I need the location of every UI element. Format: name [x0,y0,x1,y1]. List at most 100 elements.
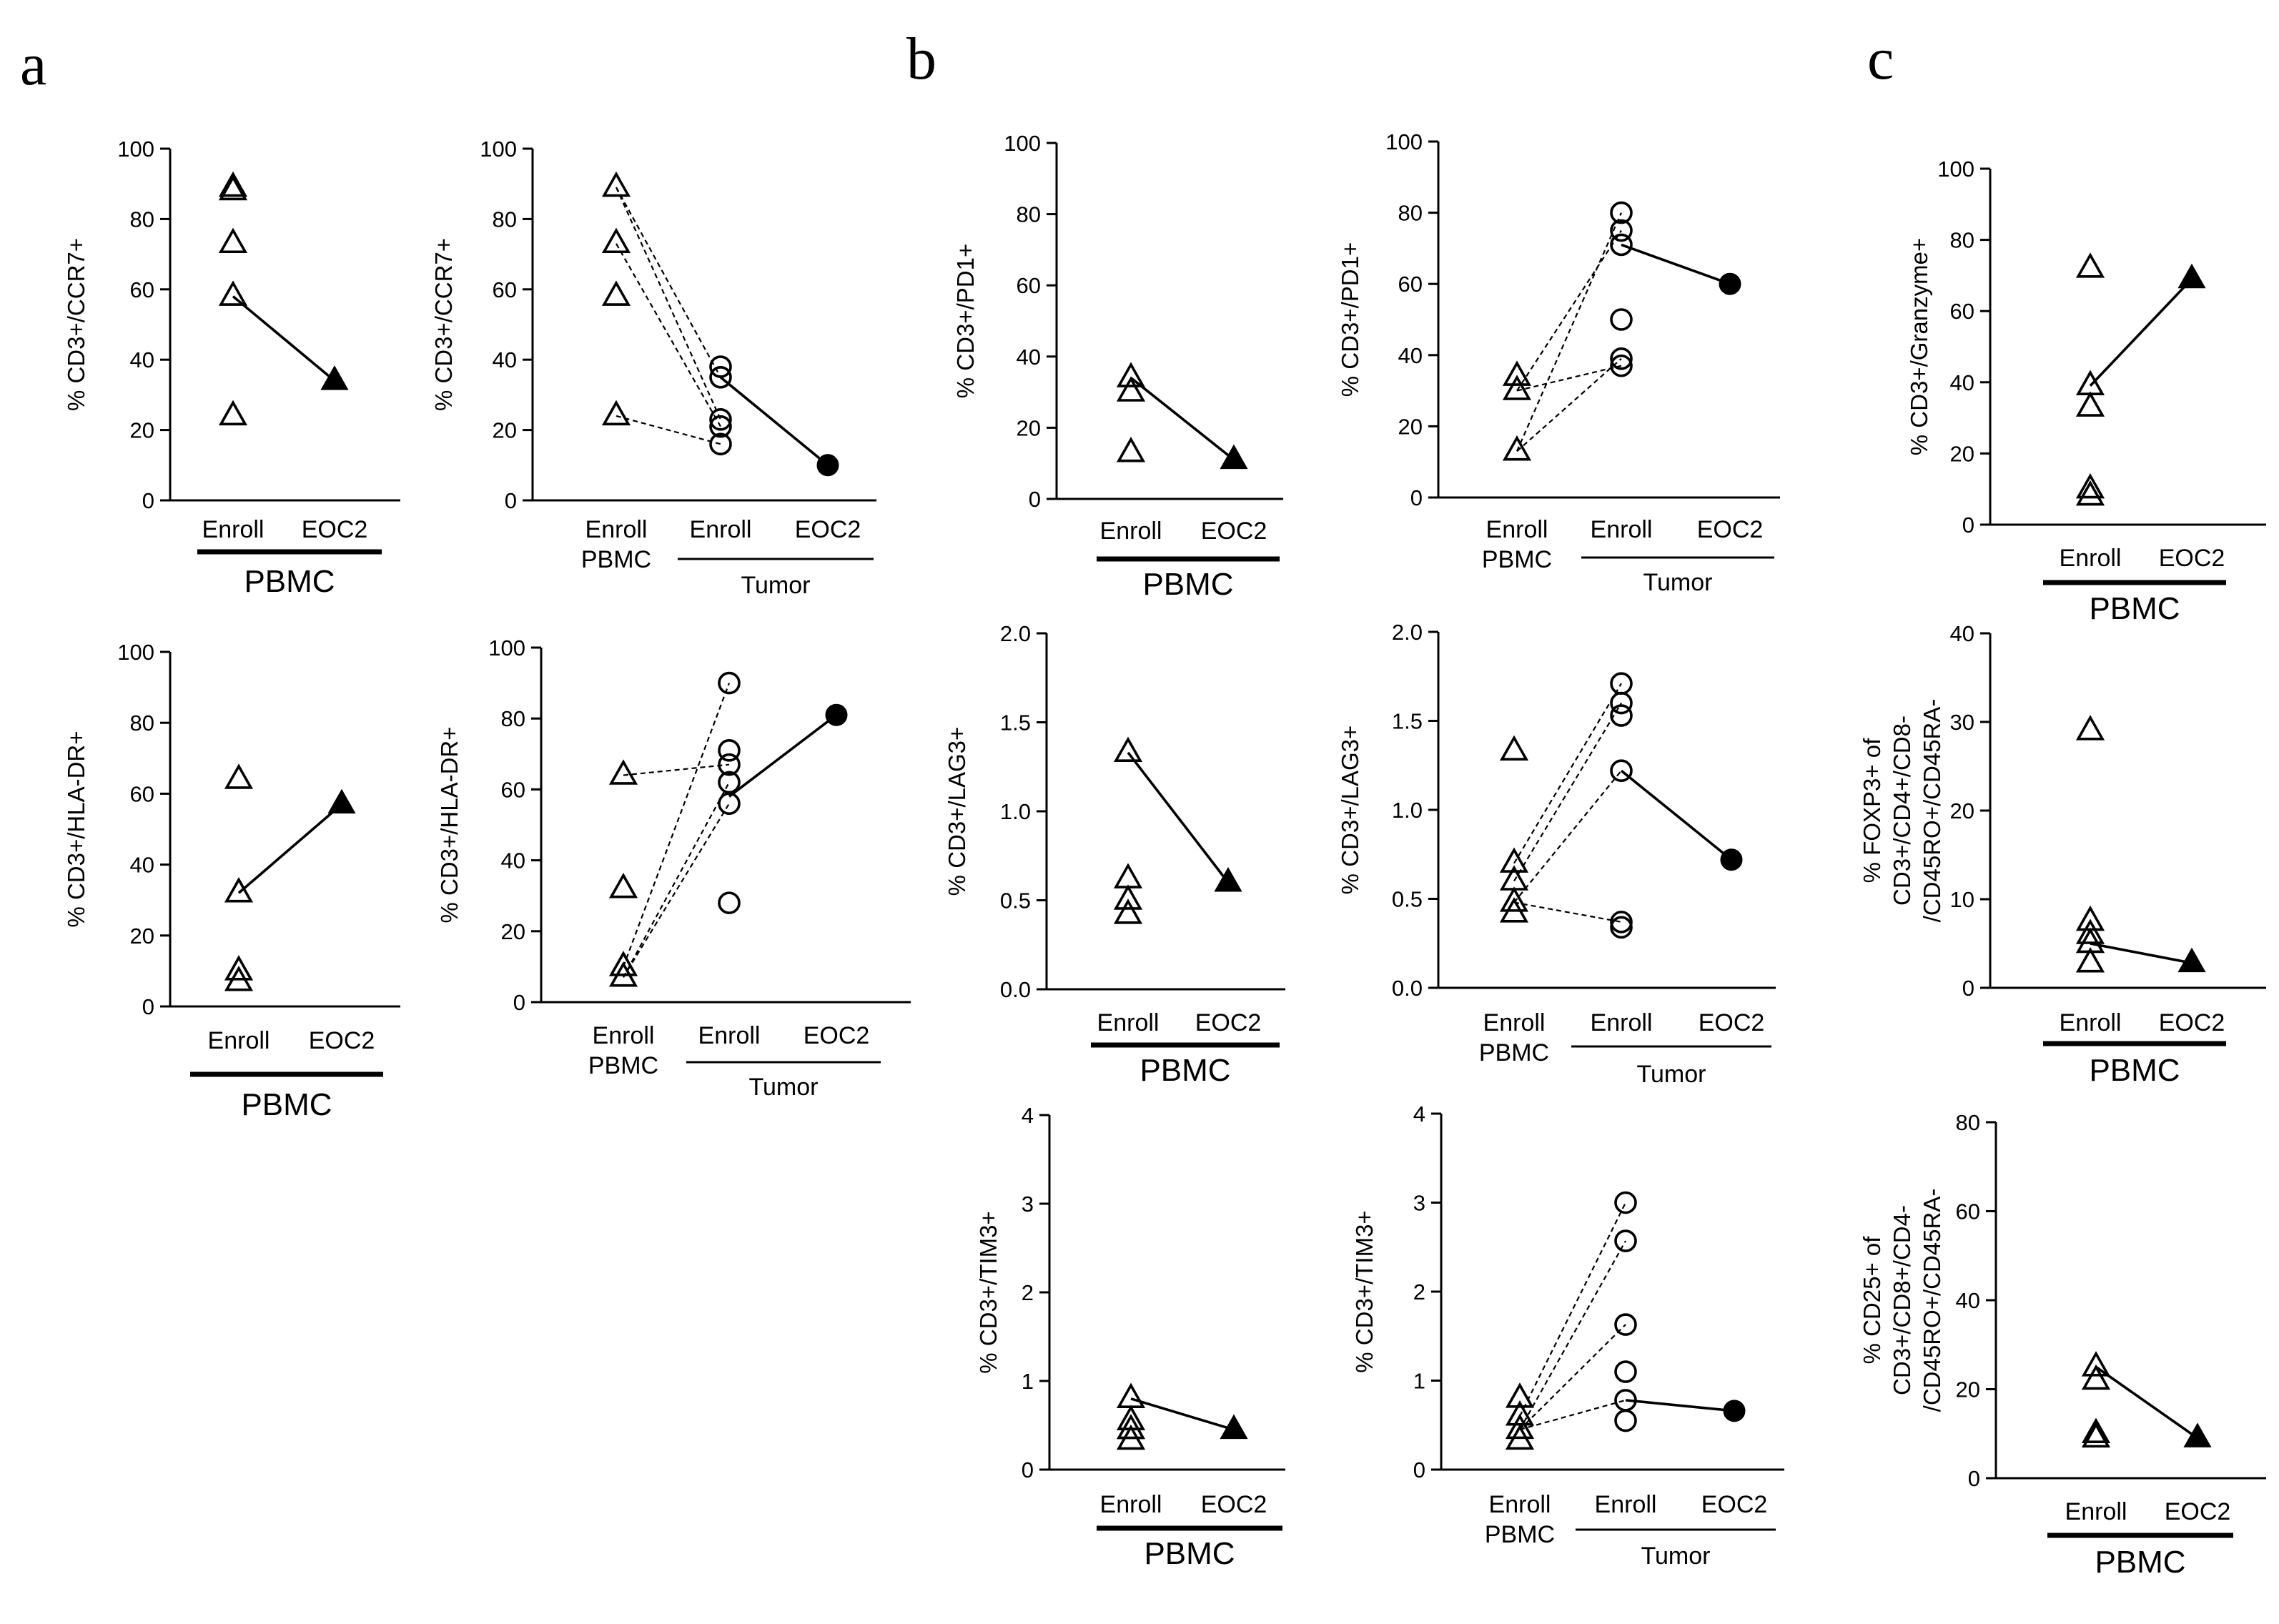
data-point-open-circle [1614,1229,1637,1252]
data-point-open-circle [709,432,732,456]
x-category-line: Enroll [1591,1009,1653,1036]
data-point-open-triangle [1113,863,1143,888]
group-label: PBMC [244,564,335,599]
data-point-open-circle [709,415,732,438]
mean-line [1127,751,1230,883]
paired-line [622,683,731,967]
y-tick-label: 1.5 [1000,710,1031,736]
y-axis-title: % CD3+/LAG3+ [944,727,970,896]
data-point-open-triangle [1113,736,1143,763]
x-category-label: Enroll [1591,1009,1653,1036]
y-tick-label: 1 [1022,1369,1034,1394]
y-tick-label: 2.0 [1392,620,1423,645]
y-tick-label: 20 [130,418,154,443]
data-point-open-triangle [218,280,248,306]
x-category-line: Enroll [1100,1491,1162,1518]
data-point-open-circle [1610,354,1633,377]
y-axis-title: % CD3+/TIM3+ [1351,1210,1378,1372]
y-tick-label: 40 [493,347,517,372]
data-point-open-triangle [1502,375,1532,400]
x-category-label: Enroll PBMC [581,516,651,573]
data-point-open-triangle [2081,1422,2111,1448]
data-point-open-triangle [1502,360,1532,386]
paired-line [1513,703,1622,882]
y-tick-label: 0 [142,994,154,1019]
data-point-open-triangle [1499,886,1529,912]
panel-label-a: a [20,31,46,98]
y-tick-label: 0.0 [1000,977,1031,1002]
paired-line [1513,901,1622,923]
y-tick-label: 80 [1956,1110,1980,1135]
x-category-label: EOC2 [1201,518,1267,545]
y-tick-label: 40 [1398,343,1423,368]
chart-b5: 0 1 2 3 4 % CD3+/TIM3+ Enroll EOC2 PBMC [975,1103,1285,1571]
x-category-label: Enroll PBMC [588,1022,658,1079]
y-tick-label: 1 [1413,1369,1425,1394]
y-axis-title-line: CD3+/CD8+/CD4- [1889,1205,1915,1395]
panel-label-b: b [906,26,936,92]
x-category-label: EOC2 [309,1027,375,1054]
x-category-line: EOC2 [1699,1009,1765,1036]
y-tick-label: 80 [1950,228,1974,253]
data-point-open-triangle [608,873,638,898]
x-category-line: EOC2 [1201,518,1267,545]
x-category-label: Enroll [2060,1009,2122,1036]
paired-line [1516,229,1622,392]
x-category-label: EOC2 [1201,1491,1267,1518]
x-category-line: Enroll [208,1027,270,1054]
x-category-label: EOC2 [2159,545,2225,572]
y-tick-label: 100 [1937,157,1974,182]
data-point-filled-circle [1719,272,1741,295]
data-point-open-triangle [2075,252,2105,278]
y-tick-label: 80 [493,207,517,232]
paired-line [1519,1324,1626,1430]
data-point-open-triangle [2081,1417,2111,1443]
data-point-open-triangle [218,227,248,254]
chart-a1: 0 20 40 60 80 100 % CD3+/CCR7+ Enroll EOC2 PBMC [63,137,400,599]
y-tick-label: 60 [501,777,525,802]
data-point-open-circle [718,739,741,762]
x-category-label: EOC2 [302,516,368,543]
group-label: PBMC [1140,1053,1230,1088]
paired-line [1519,1202,1626,1417]
data-point-open-circle [1614,1191,1637,1214]
y-tick-label: 0 [1029,487,1041,512]
data-point-open-circle [1610,911,1633,934]
y-axis-title: % CD3+/LAG3+ [1337,726,1363,895]
data-point-open-triangle [1116,1413,1146,1440]
data-point-filled-triangle [2177,263,2206,289]
data-point-open-triangle [2081,1364,2111,1390]
y-tick-label: 0.5 [1000,888,1031,914]
x-category-line: EOC2 [2159,545,2225,572]
y-tick-label: 40 [1956,1288,1980,1313]
data-point-open-triangle [218,174,248,201]
data-point-open-circle [709,365,732,389]
y-tick-label: 20 [493,418,517,443]
data-point-filled-triangle [2177,947,2206,973]
y-tick-label: 2 [1022,1280,1034,1305]
x-category-line: EOC2 [804,1022,870,1049]
data-point-open-triangle [601,171,631,197]
data-point-open-triangle [2081,1351,2111,1377]
y-tick-label: 100 [488,635,525,660]
chart-b6: 0 1 2 3 4 % CD3+/TIM3+ Enroll PBMC Enroll EOC2 Tum… [1351,1101,1784,1570]
x-category-line: EOC2 [1701,1491,1768,1518]
x-category-line: EOC2 [302,516,368,543]
y-tick-label: 0 [1410,485,1423,510]
y-tick-label: 0 [1968,1466,1980,1491]
data-point-open-circle [718,671,741,695]
y-tick-label: 30 [1950,710,1974,735]
y-tick-label: 0 [1022,1457,1034,1482]
data-point-open-triangle [1505,1424,1535,1450]
data-point-open-circle [709,355,732,378]
data-point-open-triangle [2075,947,2105,973]
y-tick-label: 100 [1385,129,1423,154]
data-point-open-triangle [224,877,254,903]
y-tick-label: 0 [142,488,154,513]
data-point-open-triangle [608,759,638,785]
data-point-filled-triangle [1214,866,1242,892]
group-label: Tumor [741,572,811,599]
x-category-line: EOC2 [1697,516,1764,543]
